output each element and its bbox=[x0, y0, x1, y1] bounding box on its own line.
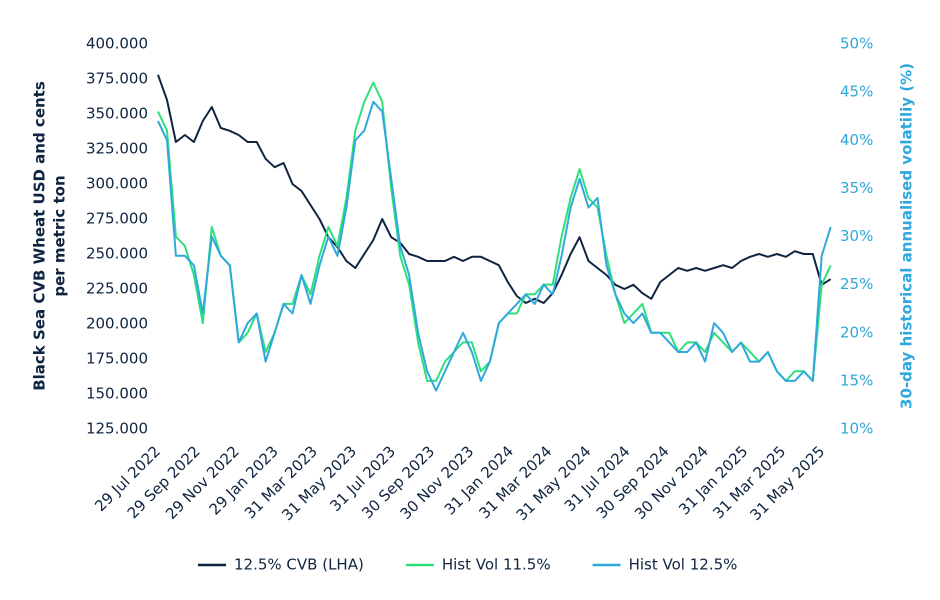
y2-tick-label: 25% bbox=[840, 275, 873, 293]
y-tick-label: 125.000 bbox=[86, 420, 148, 438]
series-line bbox=[157, 100, 832, 392]
y-axis-title: per metric ton bbox=[51, 175, 69, 296]
legend-label: Hist Vol 12.5% bbox=[629, 556, 738, 574]
y-tick-label: 400.000 bbox=[86, 35, 148, 53]
y-tick-label: 350.000 bbox=[86, 105, 148, 123]
y-tick-label: 150.000 bbox=[86, 385, 148, 403]
y2-tick-label: 45% bbox=[840, 83, 873, 101]
series-line bbox=[157, 74, 832, 304]
y-tick-label: 250.000 bbox=[86, 245, 148, 263]
y2-tick-label: 15% bbox=[840, 371, 873, 389]
y-tick-label: 325.000 bbox=[86, 140, 148, 158]
y-tick-label: 200.000 bbox=[86, 315, 148, 333]
y2-tick-label: 10% bbox=[840, 420, 873, 438]
legend-label: Hist Vol 11.5% bbox=[442, 556, 551, 574]
series-line bbox=[157, 81, 832, 382]
y-tick-label: 225.000 bbox=[86, 280, 148, 298]
y2-tick-label: 50% bbox=[840, 35, 873, 53]
y-tick-label: 175.000 bbox=[86, 350, 148, 368]
y2-tick-label: 35% bbox=[840, 179, 873, 197]
y2-tick-label: 30% bbox=[840, 227, 873, 245]
y-tick-label: 275.000 bbox=[86, 210, 148, 228]
y-tick-label: 300.000 bbox=[86, 175, 148, 193]
y-axis-title: Black Sea CVB Wheat USD and cents bbox=[31, 81, 49, 391]
y2-axis-title: 30-day historical annualised volatiliy (… bbox=[898, 63, 916, 409]
y2-tick-label: 40% bbox=[840, 131, 873, 149]
legend-label: 12.5% CVB (LHA) bbox=[234, 556, 364, 574]
y-tick-label: 375.000 bbox=[86, 70, 148, 88]
y2-tick-label: 20% bbox=[840, 323, 873, 341]
